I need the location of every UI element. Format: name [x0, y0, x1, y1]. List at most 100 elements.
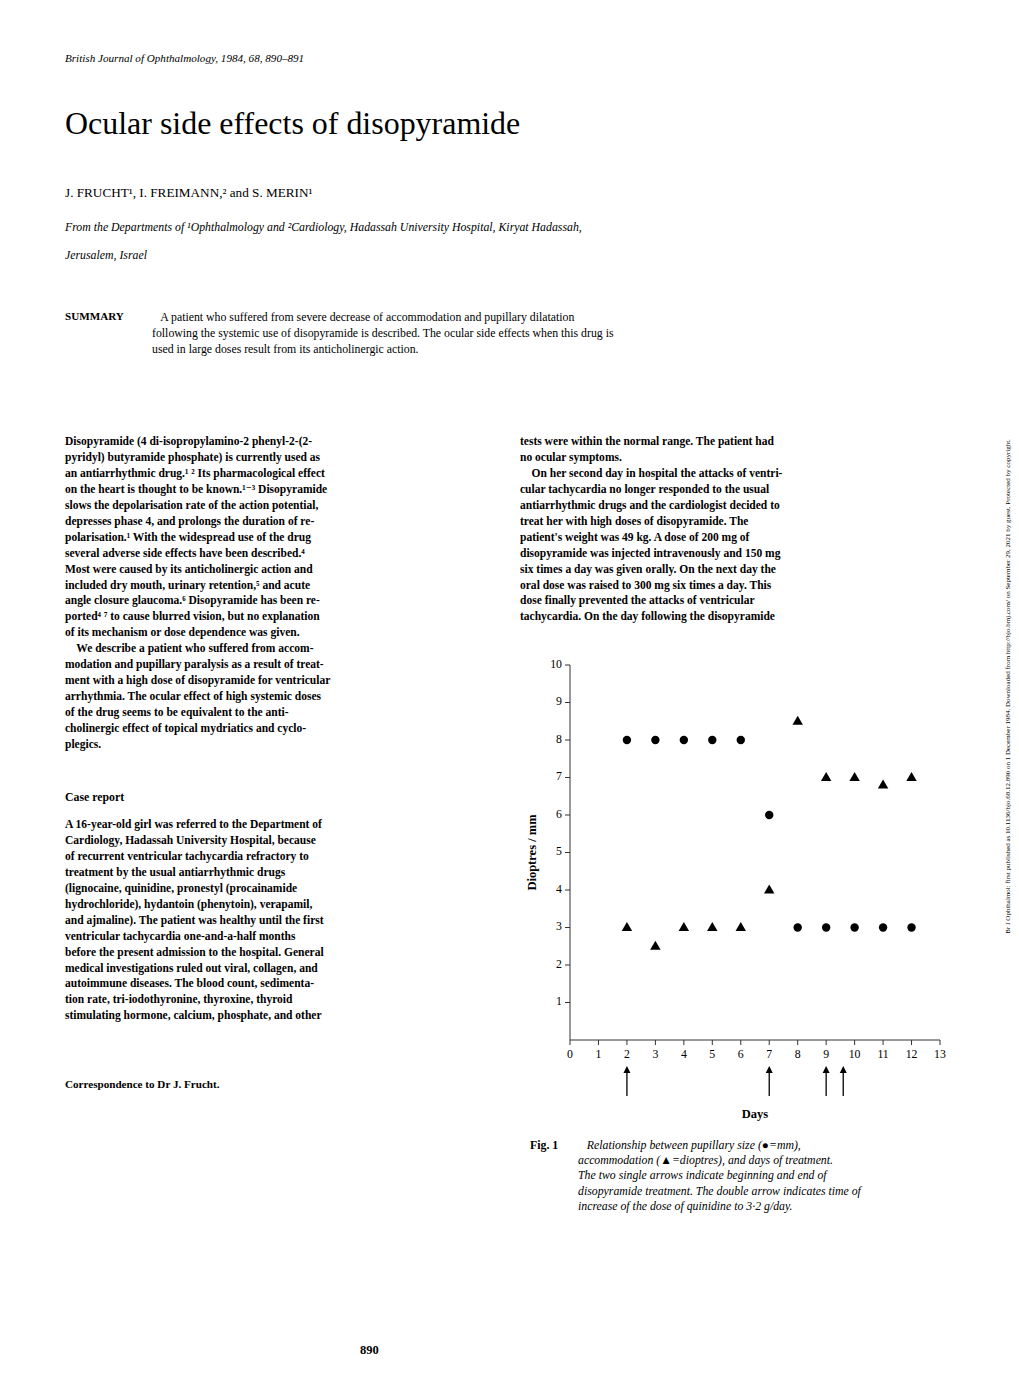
y-tick-label: 2 — [556, 957, 562, 971]
arrow — [823, 1066, 830, 1096]
text-line: ported⁴ ⁷ to cause blurred vision, but n… — [65, 610, 320, 623]
text-line: polarisation.¹ With the widespread use o… — [65, 531, 311, 544]
text-line: SUMMARY — [65, 310, 124, 322]
text-line: treat her with high doses of disopyramid… — [520, 515, 748, 528]
arrow — [840, 1066, 847, 1096]
x-tick — [598, 1040, 599, 1045]
text-line: arrhythmia. The ocular effect of high sy… — [65, 690, 322, 703]
x-axis-label: Days — [742, 1107, 769, 1121]
text-line: modation and pupillary paralysis as a re… — [65, 658, 324, 671]
y-tick — [565, 777, 570, 778]
series — [622, 716, 917, 950]
text-line: disopyramide was injected intravenously … — [520, 547, 781, 560]
y-tick-label: 3 — [556, 919, 562, 933]
text-line: treatment by the usual antiarrhythmic dr… — [65, 866, 286, 879]
text-line: Fig. 1 — [530, 1138, 558, 1152]
x-tick — [740, 1040, 741, 1045]
text-line: on the heart is thought to be known.¹⁻³ … — [65, 483, 327, 496]
title: Ocular side effects of disopyramide — [65, 106, 520, 141]
text-line: accommodation (▲=dioptres), and days of … — [578, 1153, 833, 1167]
text-line: A patient who suffered from severe decre… — [152, 310, 574, 324]
page: British Journal of Ophthalmology, 1984, … — [0, 0, 1019, 1373]
y-tick-label: 4 — [556, 882, 562, 896]
text-line: slows the depolarisation rate of the act… — [65, 499, 318, 512]
text-line: pyridyl) butyramide phosphate) is curren… — [65, 451, 321, 464]
point — [849, 772, 859, 781]
point — [792, 716, 802, 725]
y-tick-label: 6 — [556, 807, 562, 821]
y-tick-label: 9 — [556, 694, 562, 708]
x-tick-label: 6 — [738, 1047, 744, 1061]
y-tick-label: 1 — [556, 994, 562, 1008]
point — [793, 923, 801, 931]
x-tick-label: 5 — [709, 1047, 715, 1061]
text-line: of recurrent ventricular tachycardia ref… — [65, 850, 309, 863]
text-line: angle closure glaucoma.⁶ Disopyramide ha… — [65, 594, 320, 607]
x-tick-label: 8 — [795, 1047, 801, 1061]
x-tick — [826, 1040, 827, 1045]
point — [906, 772, 916, 781]
correspondence: Correspondence to Dr J. Frucht. — [65, 1078, 220, 1090]
text-line: We describe a patient who suffered from … — [65, 642, 314, 655]
point — [623, 736, 631, 744]
text-line: depresses phase 4, and prolongs the dura… — [65, 515, 314, 528]
point — [707, 922, 717, 931]
x-tick — [626, 1040, 627, 1045]
text-line: On her second day in hospital the attack… — [520, 467, 783, 480]
y-tick — [565, 815, 570, 816]
caption-text: Relationship between pupillary size (●=m… — [578, 1138, 863, 1213]
y-axis-label: Dioptres / mm — [525, 814, 539, 891]
arrow-head — [766, 1066, 773, 1073]
x-tick — [911, 1040, 912, 1045]
y-tick — [565, 702, 570, 703]
arrow-shaft — [843, 1071, 844, 1096]
text-line: antiarrhythmic drugs and the cardiologis… — [520, 499, 780, 512]
body-text: tests were within the normal range. The … — [520, 435, 783, 623]
point — [651, 736, 659, 744]
text-line: oral dose was raised to 300 mg six times… — [520, 579, 772, 592]
chart: 01234567891011121312345678910DaysDioptre… — [525, 657, 946, 1121]
text-line: patient's weight was 49 kg. A dose of 20… — [520, 531, 750, 544]
point — [736, 922, 746, 931]
point — [764, 885, 774, 894]
text-line: used in large doses result from its anti… — [152, 342, 419, 356]
text-line: increase of the dose of quinidine to 3·2… — [578, 1199, 793, 1213]
y-tick-label: 8 — [556, 732, 562, 746]
text-line: plegics. — [65, 738, 101, 751]
background — [0, 0, 1019, 1373]
text-line: ventricular tachycardia one-and-a-half m… — [65, 930, 296, 943]
text-line: cular tachycardia no longer responded to… — [520, 483, 769, 496]
point — [850, 923, 858, 931]
text-line: of the drug seems to be equivalent to th… — [65, 706, 289, 719]
x-tick-label: 4 — [681, 1047, 687, 1061]
text-line: hydrochloride), hydantoin (phenytoin), v… — [65, 898, 313, 911]
y-tick-label: 7 — [556, 769, 562, 783]
text-line: before the present admission to the hosp… — [65, 946, 324, 959]
x-tick-label: 10 — [849, 1047, 861, 1061]
y-tick — [565, 740, 570, 741]
text-line: Most were caused by its anticholinergic … — [65, 563, 313, 576]
x-axis-line — [570, 1040, 940, 1041]
affiliation: From the Departments of ¹Ophthalmology a… — [64, 220, 582, 234]
text-line: dose finally prevented the attacks of ve… — [520, 594, 755, 607]
sidebar: Br J Ophthalmol: first published as 10.1… — [1004, 439, 1012, 934]
text-line: 890 — [360, 1343, 379, 1357]
text-line: Case report — [65, 790, 124, 804]
x-tick — [769, 1040, 770, 1045]
arrow-shaft — [626, 1071, 627, 1096]
summary-text: A patient who suffered from severe decre… — [152, 310, 614, 356]
body-text: A 16-year-old girl was referred to the D… — [65, 818, 324, 1022]
text-line: Disopyramide (4 di-isopropylamino-2 phen… — [65, 435, 312, 448]
text-line: tachycardia. On the day following the di… — [520, 610, 775, 623]
point — [650, 941, 660, 950]
text-line: included dry mouth, urinary retention,⁵ … — [65, 579, 310, 592]
plot-area — [622, 716, 917, 950]
point — [680, 736, 688, 744]
y-tick — [565, 1002, 570, 1003]
arrow-head — [840, 1066, 847, 1073]
arrow — [623, 1066, 630, 1096]
y-tick — [565, 665, 570, 666]
x-tick — [854, 1040, 855, 1045]
text-line: medical investigations ruled out viral, … — [65, 962, 318, 975]
text-line: following the systemic use of disopyrami… — [152, 326, 614, 340]
